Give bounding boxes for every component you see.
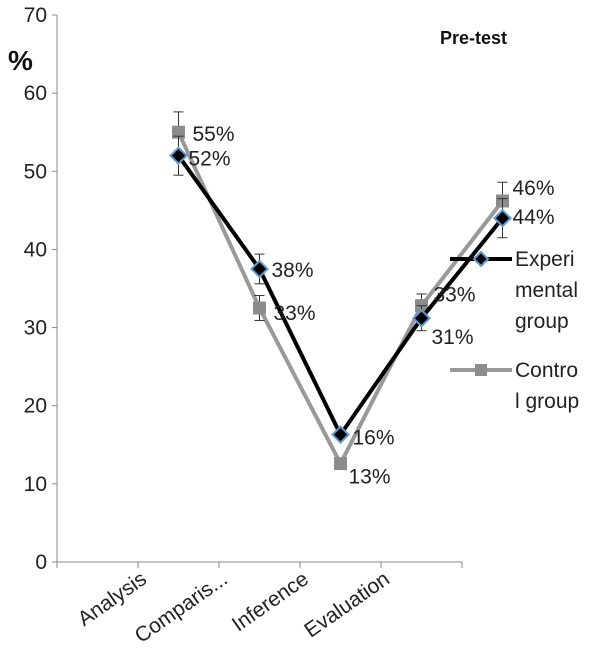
y-tick-label: 10 xyxy=(24,473,47,496)
y-tick-label: 0 xyxy=(35,551,47,574)
x-tick-label: Inference xyxy=(228,567,313,636)
legend-label: mental xyxy=(515,279,578,302)
legend-label: Experi xyxy=(515,248,575,271)
data-label: 13% xyxy=(349,466,391,489)
legend: Experi mental group Contro l group xyxy=(450,248,579,413)
x-tick-label: Evaluation xyxy=(300,567,394,642)
y-tick-label: 50 xyxy=(24,160,47,183)
legend-marker xyxy=(475,364,487,376)
data-label: 31% xyxy=(432,326,474,349)
legend-label: group xyxy=(515,310,569,333)
series-experimental xyxy=(169,135,512,445)
y-tick-label: 60 xyxy=(24,82,47,105)
y-tick-label: 70 xyxy=(24,4,47,27)
data-point xyxy=(493,208,512,228)
y-tick-label: 30 xyxy=(24,317,47,340)
data-label: 33% xyxy=(434,284,476,307)
legend-label: Contro xyxy=(515,359,578,382)
data-label: 55% xyxy=(193,123,235,146)
y-axis-title: % xyxy=(8,45,33,76)
legend-marker xyxy=(472,250,490,268)
data-point xyxy=(253,301,266,315)
chart-title: Pre-test xyxy=(440,28,507,48)
data-label: 46% xyxy=(513,177,555,200)
y-tick-label: 20 xyxy=(24,395,47,418)
data-label: 44% xyxy=(513,206,555,229)
data-point xyxy=(331,425,350,445)
data-point xyxy=(412,308,431,328)
y-tick-label: 40 xyxy=(24,238,47,261)
data-point xyxy=(169,146,188,166)
data-label: 52% xyxy=(189,148,231,171)
data-label: 38% xyxy=(272,259,314,282)
data-label: 33% xyxy=(274,302,316,325)
legend-label: l group xyxy=(515,390,579,413)
data-point xyxy=(334,457,347,471)
data-label: 16% xyxy=(353,427,395,450)
x-tick-label: Analysis xyxy=(74,567,151,631)
data-point xyxy=(250,259,269,279)
